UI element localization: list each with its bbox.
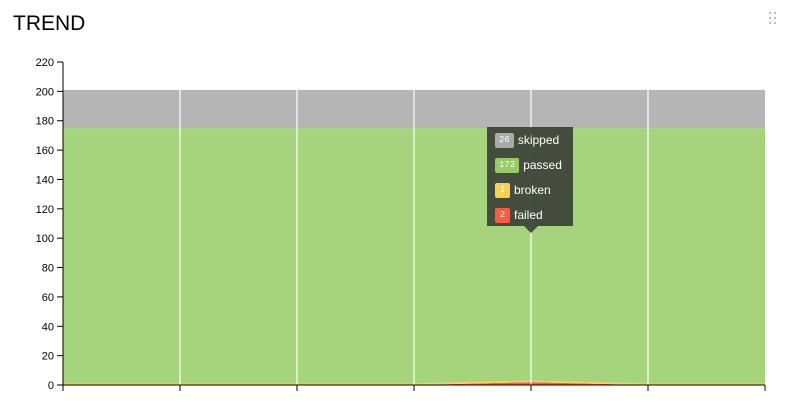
area-failed[interactable]	[63, 382, 765, 385]
tooltip-badge-broken: 1	[495, 182, 510, 198]
y-tick-label: 60	[42, 292, 54, 304]
y-tick-label: 40	[42, 321, 54, 333]
tooltip-row-skipped: 26 skipped	[495, 132, 559, 148]
y-tick-label: 100	[36, 233, 54, 245]
widget-title: TREND	[13, 12, 86, 35]
y-tick-label: 220	[36, 57, 54, 69]
chart-grid	[179, 89, 649, 385]
tooltip-badge-failed: 2	[495, 207, 510, 223]
y-tick-label: 80	[42, 263, 54, 275]
tooltip-label-failed: failed	[514, 208, 543, 222]
y-tick-label: 120	[36, 204, 54, 216]
tooltip-label-skipped: skipped	[517, 133, 560, 147]
trend-tooltip: 26 skipped 172 passed 1 broken 2 failed	[487, 127, 573, 233]
area-broken[interactable]	[63, 380, 765, 385]
tooltip-row-passed: 172 passed	[495, 157, 562, 173]
tooltip-label-broken: broken	[514, 183, 551, 197]
x-axis	[62, 384, 766, 391]
tooltip-badge-passed: 172	[495, 157, 520, 173]
y-tick-label: 20	[42, 351, 54, 363]
y-tick-label: 160	[36, 145, 54, 157]
y-tick-label: 200	[36, 86, 54, 98]
y-tick-label: 140	[36, 174, 54, 186]
tooltip-label-passed: passed	[523, 158, 562, 172]
tooltip-row-broken: 1 broken	[495, 182, 551, 198]
y-axis: 0 20 40 60 80 100 120 140 160 180 200 220	[36, 57, 64, 392]
tooltip-row-failed: 2 failed	[495, 207, 543, 223]
y-tick-label: 180	[36, 116, 54, 128]
y-tick-label: 0	[48, 380, 54, 392]
drag-handle-icon[interactable]	[769, 12, 779, 28]
tooltip-badge-skipped: 26	[495, 132, 514, 148]
